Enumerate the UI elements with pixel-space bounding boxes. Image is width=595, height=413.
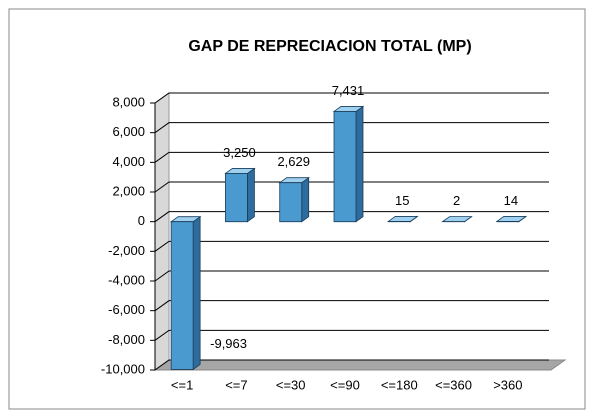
x-tick-label: <=360 [435, 377, 472, 392]
x-tick-label: <=30 [276, 377, 306, 392]
bar [278, 176, 310, 223]
grid-line [154, 122, 549, 134]
value-label: 7,431 [332, 83, 365, 98]
bar [169, 215, 202, 371]
y-tick-label: -10,000 [101, 361, 145, 376]
x-tick-label: <=90 [330, 377, 360, 392]
bar [332, 105, 365, 223]
grid-line [154, 300, 549, 312]
back-wall [169, 93, 549, 360]
chart-title: GAP DE REPRECIACION TOTAL (MP) [188, 38, 471, 55]
y-tick-label: -2,000 [108, 243, 145, 258]
grid-line [154, 329, 549, 341]
floor [153, 359, 567, 371]
side-wall [154, 92, 170, 371]
value-label: 14 [504, 193, 518, 208]
y-tick-label: 6,000 [112, 124, 145, 139]
y-tick-label: 4,000 [112, 154, 145, 169]
grid-line [154, 240, 549, 252]
bar-front [225, 173, 248, 223]
y-tick-label: -4,000 [108, 272, 145, 287]
bar-side [355, 105, 364, 223]
grid-line [154, 151, 549, 163]
x-tick-label: <=1 [171, 377, 193, 392]
value-label: 2 [453, 193, 460, 208]
bar-side [192, 215, 201, 371]
value-label: 15 [395, 193, 409, 208]
value-label: 3,250 [223, 145, 256, 160]
y-tick-label: 8,000 [112, 94, 145, 109]
value-label: 2,629 [277, 154, 310, 169]
bar-side [247, 167, 255, 223]
bar-front [170, 221, 194, 370]
x-tick-label: <=7 [225, 377, 247, 392]
x-tick-label: <=180 [381, 377, 418, 392]
y-tick-label: -6,000 [108, 302, 145, 317]
grid-line [154, 181, 549, 193]
bar-front [333, 111, 357, 223]
y-tick-label: -8,000 [108, 332, 145, 347]
bar-front [279, 182, 303, 223]
grid-line [154, 211, 549, 223]
bar [495, 215, 528, 223]
bar [441, 215, 473, 223]
x-tick-label: >360 [493, 377, 522, 392]
value-label: -9,963 [210, 336, 247, 351]
grid-line [154, 92, 549, 104]
grid-line [154, 359, 549, 371]
bar [224, 167, 256, 223]
y-tick-label: 2,000 [112, 183, 145, 198]
grid-line [154, 270, 549, 282]
bar-side [301, 176, 310, 223]
y-tick-label: 0 [138, 213, 145, 228]
bar [387, 215, 419, 223]
